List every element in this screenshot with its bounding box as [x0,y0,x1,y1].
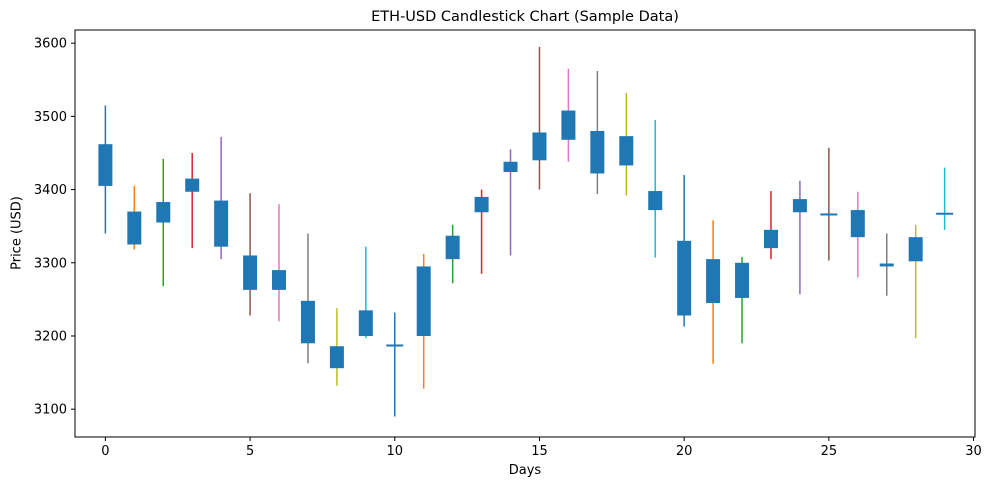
candle-body-day-13 [474,196,489,213]
y-tick-label: 3100 [34,403,67,418]
candle-body-day-8 [329,346,344,369]
y-tick-label: 3500 [34,110,67,125]
x-tick-label: 10 [387,444,404,459]
y-tick-label: 3400 [34,183,67,198]
candle-body-day-4 [214,200,229,247]
candle-body-day-11 [416,266,431,336]
candle-body-day-16 [561,110,576,140]
y-tick-label: 3300 [34,256,67,271]
candle-body-day-6 [272,270,287,290]
candle-body-day-18 [619,136,634,166]
candle-body-day-2 [156,202,171,223]
candle-body-day-29 [936,212,954,215]
candle-body-day-9 [358,310,373,336]
x-tick-label: 20 [676,444,693,459]
candle-body-day-0 [98,144,113,186]
candle-body-day-3 [185,178,200,192]
candle-body-day-27 [879,263,894,267]
x-tick-label: 25 [821,444,838,459]
candle-body-day-1 [127,211,142,245]
chart-title: ETH-USD Candlestick Chart (Sample Data) [371,9,679,25]
candle-body-day-5 [243,255,258,290]
candle-body-day-7 [300,300,315,344]
x-tick-label: 15 [531,444,548,459]
candle-body-day-24 [792,199,807,213]
candle-body-day-10 [386,344,404,347]
candle-body-day-19 [648,191,663,211]
candle-body-day-26 [850,210,865,238]
candle-body-day-15 [532,132,547,161]
candle-body-day-12 [445,235,460,260]
candle-body-day-21 [706,259,721,304]
y-tick-label: 3200 [34,329,67,344]
candle-body-day-14 [503,161,518,173]
candle-body-day-17 [590,131,605,174]
candle-body-day-23 [763,229,778,249]
x-tick-label: 0 [101,444,109,459]
candle-body-day-28 [908,237,923,262]
axes-spines [74,29,976,438]
x-tick-label: 30 [965,444,982,459]
x-axis-label: Days [508,463,542,478]
candle-body-day-25 [820,213,838,216]
candle-body-day-22 [735,262,750,298]
x-tick-label: 5 [246,444,254,459]
candle-body-day-20 [677,240,692,316]
y-tick-label: 3600 [34,37,67,52]
